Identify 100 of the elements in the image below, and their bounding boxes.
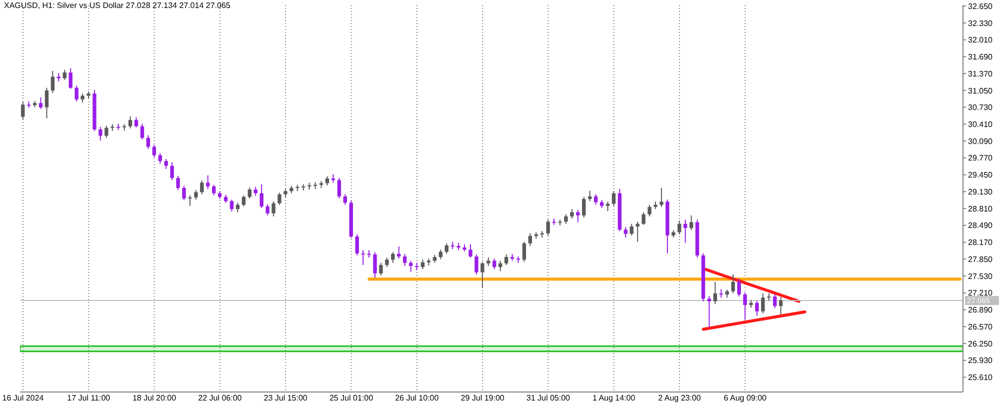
- candlestick: [242, 194, 246, 207]
- candlestick: [74, 85, 78, 102]
- y-tick-label: 28.170: [968, 238, 994, 248]
- chart-title: XAGUSD, H1: Silver vs US Dollar 27.028 27.134 27.014 27.065: [4, 1, 230, 11]
- candlestick: [778, 296, 783, 315]
- candlestick: [158, 152, 162, 164]
- y-tick-label: 30.090: [968, 136, 994, 146]
- candlestick: [397, 246, 401, 260]
- candlestick: [420, 259, 425, 270]
- x-tick-label: 6 Aug 09:00: [724, 394, 768, 403]
- candlestick: [62, 69, 66, 80]
- candlestick: [361, 250, 365, 266]
- y-tick-label: 31.370: [968, 69, 994, 78]
- x-tick-label: 26 Jul 10:00: [395, 394, 440, 403]
- candlestick: [182, 185, 186, 201]
- candlestick: [582, 196, 586, 218]
- candlestick: [134, 116, 138, 128]
- candlestick: [570, 208, 574, 220]
- candlestick: [206, 174, 210, 190]
- candlestick: [761, 292, 765, 314]
- candlestick: [474, 254, 478, 275]
- candlestick: [713, 281, 718, 304]
- x-tick-label: 16 Jul 2024: [2, 394, 44, 403]
- candlestick: [355, 234, 359, 256]
- candlestick: [737, 278, 741, 298]
- candlestick: [170, 162, 174, 181]
- candlestick: [528, 232, 532, 246]
- y-tick-label: 30.730: [968, 103, 994, 112]
- candlestick: [504, 254, 508, 266]
- candlestick: [248, 186, 252, 199]
- y-tick-label: 28.810: [968, 204, 994, 214]
- candlestick: [385, 257, 389, 268]
- y-tick-label: 29.130: [968, 187, 994, 196]
- candlestick: [98, 126, 102, 142]
- candlestick: [391, 252, 395, 264]
- candlestick: [492, 258, 496, 270]
- candlestick: [68, 68, 72, 90]
- y-tick-label: 32.330: [968, 18, 994, 28]
- candlestick: [678, 220, 682, 235]
- candlestick: [260, 184, 264, 208]
- candlestick: [188, 194, 192, 206]
- candlestick: [337, 177, 342, 199]
- candlestick: [773, 294, 777, 309]
- y-tick-label: 29.450: [968, 170, 994, 180]
- y-tick-label: 29.770: [968, 154, 994, 163]
- candlestick: [230, 199, 234, 212]
- y-tick-label: 26.890: [968, 306, 994, 315]
- y-tick-label: 26.250: [968, 339, 994, 348]
- x-tick-label: 31 Jul 05:00: [526, 394, 571, 403]
- candlestick: [743, 292, 747, 320]
- candlestick: [140, 123, 144, 140]
- x-tick-label: 2 Aug 23:00: [658, 394, 702, 403]
- y-tick-label: 25.930: [968, 356, 994, 366]
- candlestick: [176, 175, 180, 191]
- candlestick: [624, 226, 628, 238]
- candlestick: [266, 204, 270, 216]
- candlestick: [379, 262, 383, 276]
- y-tick-label: 28.490: [968, 221, 994, 230]
- y-tick-label: 27.850: [968, 254, 994, 264]
- x-tick-label: 29 Jul 19:00: [460, 394, 505, 403]
- x-tick-label: 23 Jul 15:00: [264, 394, 308, 403]
- y-tick-label: 25.610: [968, 373, 994, 382]
- candlestick: [200, 180, 204, 195]
- y-tick-label: 31.050: [968, 86, 994, 96]
- candlestick: [564, 214, 568, 224]
- candlestick: [373, 252, 377, 278]
- candlestick: [128, 116, 132, 129]
- candlestick: [444, 242, 448, 254]
- candlestick: [104, 125, 108, 138]
- candlestick: [152, 144, 156, 158]
- y-tick-label: 27.210: [968, 288, 994, 298]
- candlestick: [636, 221, 640, 242]
- candlestick: [707, 296, 712, 328]
- y-tick-label: 31.690: [968, 52, 994, 62]
- candlestick: [594, 194, 598, 206]
- candlestick: [683, 219, 688, 244]
- x-tick-label: 1 Aug 14:00: [592, 394, 636, 403]
- x-tick-label: 22 Jul 06:00: [198, 394, 242, 403]
- candlestick: [606, 201, 610, 212]
- x-tick-label: 17 Jul 11:00: [67, 394, 111, 403]
- candlestick: [588, 190, 592, 202]
- candlestick: [755, 300, 759, 316]
- candlestick: [44, 87, 49, 119]
- candlestick: [731, 274, 735, 294]
- candlestick: [576, 210, 580, 223]
- candlestick: [278, 192, 282, 206]
- x-tick-label: 18 Jul 20:00: [132, 394, 177, 403]
- candlestick: [212, 184, 216, 196]
- candlestick: [21, 102, 25, 120]
- candlestick: [38, 96, 43, 110]
- candlestick: [236, 202, 240, 213]
- candlestick: [522, 241, 526, 262]
- candlestick: [50, 70, 55, 94]
- candlestick: [642, 212, 646, 226]
- y-tick-label: 27.530: [968, 272, 994, 281]
- candlestick: [146, 134, 150, 150]
- candlestick: [689, 214, 694, 231]
- candlestick: [468, 244, 472, 258]
- candlestick: [630, 223, 634, 236]
- candlestick: [480, 261, 484, 289]
